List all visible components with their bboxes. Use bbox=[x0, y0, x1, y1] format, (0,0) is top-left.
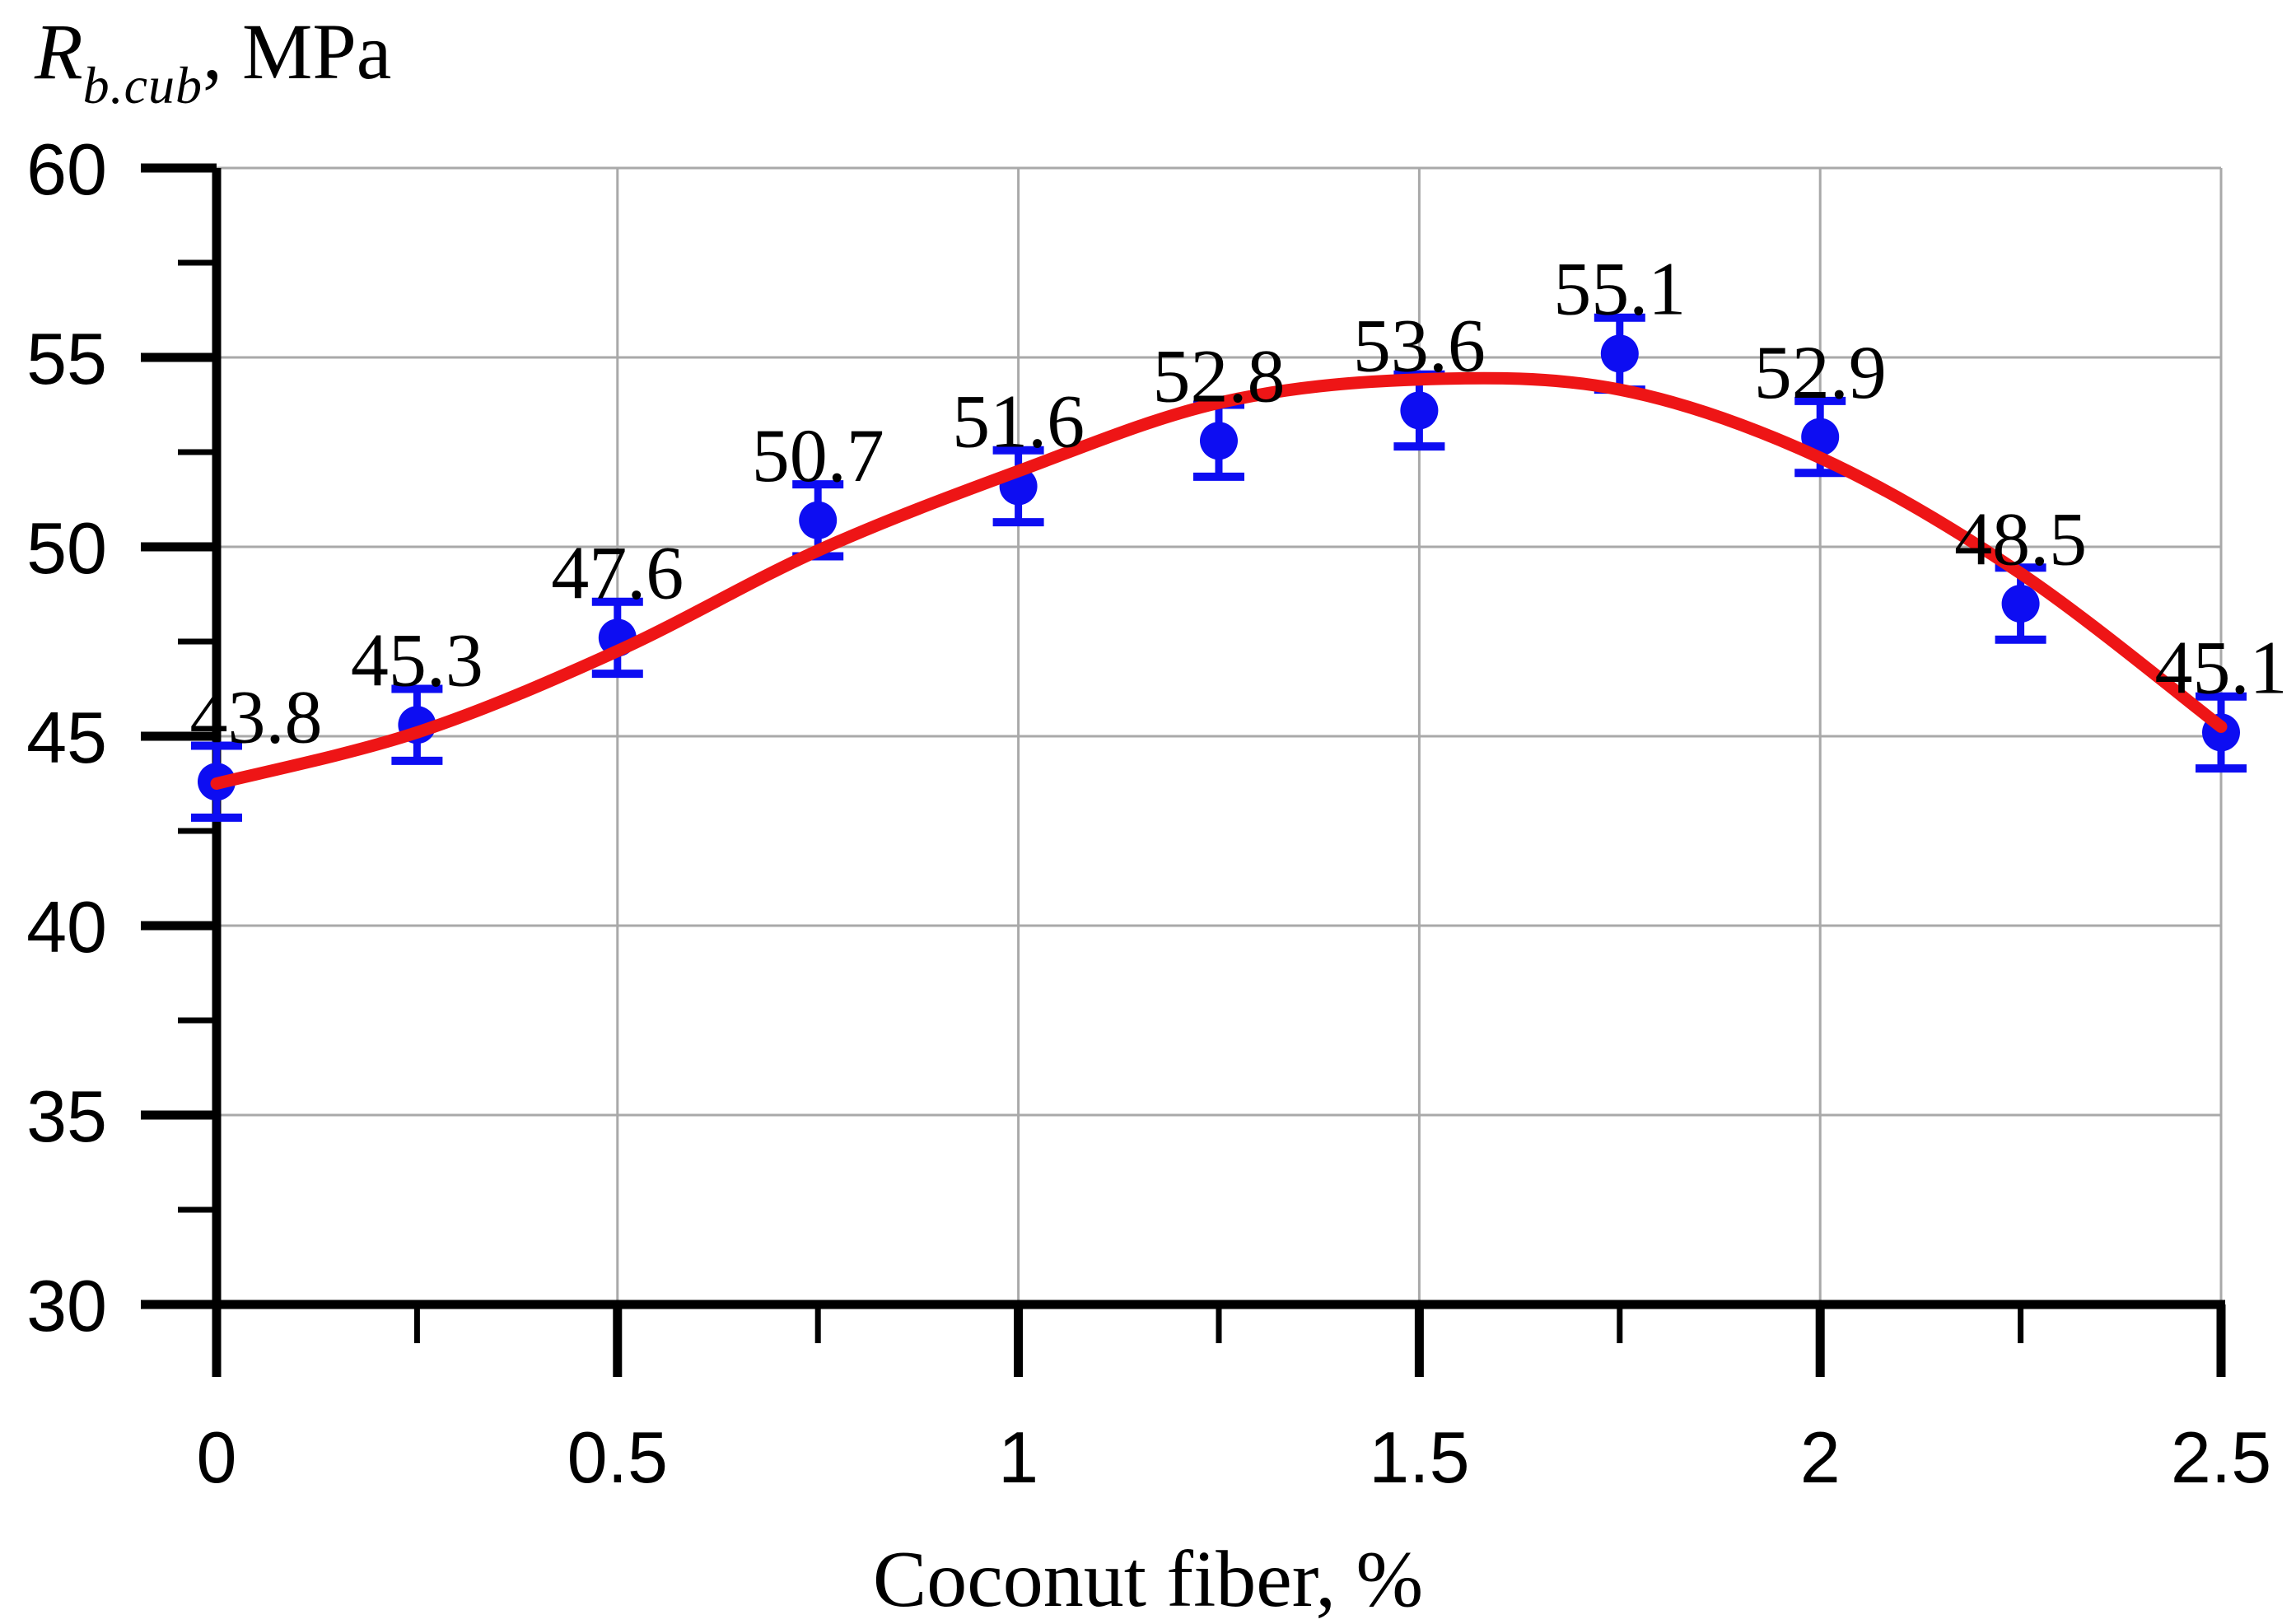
x-tick-label: 2 bbox=[1800, 1416, 1841, 1498]
data-point-marker bbox=[1801, 418, 1840, 456]
y-axis-subscript: b.cub bbox=[82, 56, 203, 114]
x-tick-label: 2.5 bbox=[2171, 1416, 2271, 1498]
data-point-label: 45.1 bbox=[2155, 626, 2288, 710]
x-axis-title: Coconut fiber, % bbox=[872, 1535, 1424, 1624]
data-point-label: 43.8 bbox=[190, 675, 323, 759]
data-point-label: 52.9 bbox=[1754, 330, 1887, 414]
fit-curve-line bbox=[210, 371, 2228, 790]
data-point-label: 47.6 bbox=[551, 531, 684, 615]
y-axis-title: Rb.cub, MPa bbox=[35, 8, 391, 114]
data-point-label: 45.3 bbox=[351, 618, 483, 702]
data-point-label: 50.7 bbox=[752, 413, 884, 497]
y-tick-label: 45 bbox=[26, 697, 107, 778]
data-point-label: 55.1 bbox=[1553, 247, 1686, 331]
y-tick-label: 35 bbox=[26, 1076, 107, 1157]
data-point-label: 53.6 bbox=[1353, 304, 1486, 388]
y-tick-label: 60 bbox=[26, 128, 107, 210]
y-tick-label: 40 bbox=[26, 886, 107, 968]
data-point-label: 48.5 bbox=[1954, 497, 2087, 581]
x-tick-label: 0.5 bbox=[567, 1416, 668, 1498]
data-point-marker bbox=[1600, 334, 1639, 373]
axis-ticks bbox=[141, 163, 2226, 1377]
y-tick-label: 30 bbox=[26, 1265, 107, 1346]
x-tick-label: 1 bbox=[998, 1416, 1038, 1498]
x-tick-label: 0 bbox=[197, 1416, 237, 1498]
y-axis-unit: , MPa bbox=[203, 7, 392, 96]
tick-labels: 0 0.5 1 1.5 2 2.5 30 35 40 45 50 55 60 bbox=[26, 128, 2271, 1498]
data-point-marker bbox=[799, 501, 838, 539]
data-point-marker bbox=[2001, 585, 2040, 623]
data-point-marker bbox=[1200, 422, 1238, 460]
x-tick-label: 1.5 bbox=[1369, 1416, 1469, 1498]
data-point-label: 51.6 bbox=[952, 380, 1085, 464]
data-point-labels: 43.8 45.3 47.6 50.7 51.6 52.8 53.6 55.1 52.9 48.5… bbox=[190, 247, 2288, 759]
data-point-label: 52.8 bbox=[1153, 334, 1286, 418]
y-tick-label: 50 bbox=[26, 507, 107, 589]
y-axis-symbol: R bbox=[35, 7, 83, 96]
fit-curve bbox=[210, 371, 2228, 790]
y-tick-label: 55 bbox=[26, 318, 107, 399]
data-point-marker bbox=[1400, 391, 1439, 430]
